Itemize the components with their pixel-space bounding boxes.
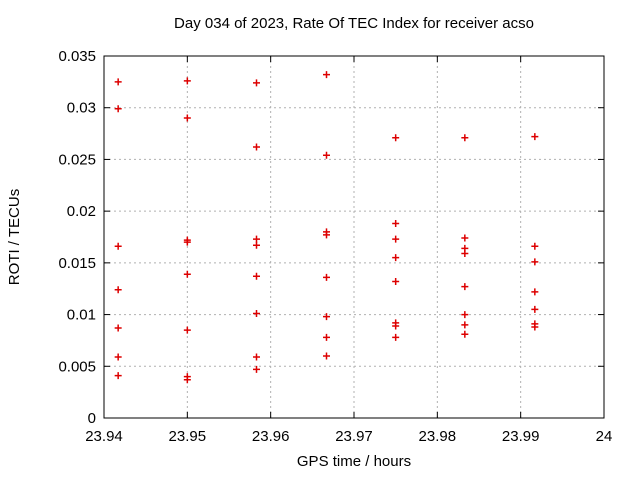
x-tick-label: 23.97 [335,428,373,445]
x-tick-label: 23.95 [169,428,207,445]
data-point-marker [183,238,191,246]
data-point-marker [183,270,191,278]
data-point-marker [461,250,469,258]
y-tick-label: 0.005 [58,358,96,375]
data-point-marker [461,283,469,291]
data-point-marker [253,310,260,318]
data-point-marker [461,321,469,329]
chart-title: Day 034 of 2023, Rate Of TEC Index for r… [174,15,534,32]
data-point-marker [183,376,191,384]
x-tick-label: 23.94 [85,428,123,445]
y-tick-label: 0.015 [58,255,96,272]
data-point-marker [392,333,400,341]
data-point-marker [114,78,122,86]
data-point-marker [531,133,539,141]
data-point-marker [253,241,260,249]
data-point-marker [114,372,122,380]
y-tick-label: 0.035 [58,48,96,65]
data-point-marker [114,286,122,294]
data-point-marker [253,79,260,87]
data-point-marker [114,105,122,113]
data-point-marker [323,313,330,321]
data-point-marker [392,235,400,243]
data-point-marker [323,231,330,239]
data-point-marker [461,234,469,242]
x-tick-label: 24 [596,428,613,445]
data-point-marker [253,353,260,361]
x-tick-label: 23.99 [502,428,540,445]
data-point-marker [183,326,191,334]
data-point-marker [461,330,469,338]
data-point-marker [531,305,539,313]
x-axis-label: GPS time / hours [296,453,412,470]
data-point-marker [461,134,469,142]
data-point-marker [392,254,400,262]
x-tick-label: 23.96 [252,428,290,445]
data-point-marker [323,352,330,360]
y-tick-label: 0.03 [67,100,96,117]
data-point-marker [114,242,122,250]
data-point-marker [253,235,260,243]
data-point-marker [323,333,330,341]
x-tick-label: 23.98 [419,428,457,445]
data-point-marker [531,288,539,296]
y-tick-label: 0.01 [67,307,96,324]
y-tick-label: 0.025 [58,151,96,168]
data-point-marker [253,365,260,373]
data-point-marker [323,151,330,159]
data-point-marker [531,323,539,331]
data-point-marker [183,114,191,122]
data-point-marker [253,143,260,151]
data-point-marker [531,258,539,266]
plot-border [103,55,605,419]
data-point-marker [323,71,330,79]
y-tick-label: 0.02 [67,203,96,220]
data-point-marker [392,277,400,285]
data-point-marker [392,134,400,142]
data-point-marker [114,353,122,361]
data-point-marker [392,322,400,330]
y-tick-label: 0 [88,410,96,427]
data-point-marker [183,77,191,85]
data-point-marker [531,242,539,250]
data-point-marker [461,311,469,319]
data-point-marker [114,324,122,332]
data-point-marker [323,273,330,281]
data-point-marker [253,272,260,280]
data-point-marker [392,220,400,228]
